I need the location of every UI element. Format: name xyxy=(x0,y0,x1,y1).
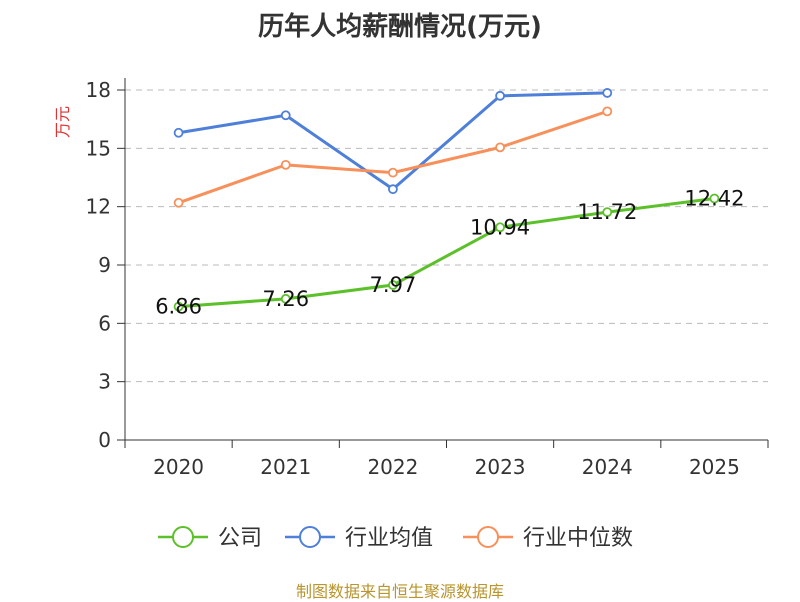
y-tick-label: 3 xyxy=(98,370,111,394)
data-labels: 6.86 7.26 7.97 10.94 11.72 12.42 xyxy=(155,187,744,319)
legend-marker xyxy=(477,526,499,548)
y-tick-label: 9 xyxy=(98,253,111,277)
data-point xyxy=(495,90,505,101)
y-tick-label: 18 xyxy=(86,78,111,102)
legend-label: 行业均值 xyxy=(345,526,433,551)
series-lines xyxy=(173,88,720,312)
x-tick-label: 2024 xyxy=(582,455,633,479)
data-label: 10.94 xyxy=(470,215,530,239)
x-tick-label: 2025 xyxy=(689,455,740,479)
y-tick-label: 6 xyxy=(98,311,111,335)
legend-label: 行业中位数 xyxy=(523,526,633,551)
data-label: 7.26 xyxy=(262,287,309,311)
data-point xyxy=(602,207,613,218)
data-point xyxy=(602,88,613,98)
data-point xyxy=(280,110,291,121)
data-point xyxy=(495,222,505,233)
data-label: 6.86 xyxy=(155,295,202,319)
x-tick-label: 2021 xyxy=(260,455,311,479)
x-tick-label: 2022 xyxy=(367,455,418,479)
data-label: 11.72 xyxy=(577,200,637,224)
data-point xyxy=(173,127,184,138)
footer-source: 制图数据来自恒生聚源数据库 xyxy=(295,582,504,601)
legend-marker xyxy=(299,526,321,548)
data-point xyxy=(173,301,184,312)
data-label: 7.97 xyxy=(370,273,417,297)
data-point xyxy=(388,280,398,290)
legend: 公司 行业均值 行业中位数 xyxy=(158,526,633,551)
x-tick-label: 2020 xyxy=(153,455,204,479)
data-label: 12.42 xyxy=(684,187,744,211)
data-point xyxy=(280,159,291,170)
data-point xyxy=(709,193,720,204)
series-line xyxy=(178,197,715,309)
data-point xyxy=(388,184,398,195)
x-tick-label: 2023 xyxy=(475,455,526,479)
data-point xyxy=(495,142,505,153)
legend-marker xyxy=(172,526,194,548)
y-tick-label: 0 xyxy=(98,428,111,452)
grid-lines xyxy=(125,89,768,383)
y-tick-label: 15 xyxy=(86,136,111,160)
legend-item[interactable]: 行业中位数 xyxy=(463,526,633,551)
data-point xyxy=(388,167,398,178)
y-axis-label: 万元 xyxy=(53,106,72,138)
data-point xyxy=(280,293,291,304)
legend-label: 公司 xyxy=(218,526,262,551)
data-point xyxy=(602,106,613,117)
axes: 0 3 6 9 12 15 18 2020 2021 2022 2023 2024 2025 万元 xyxy=(53,78,769,479)
chart-title: 历年人均薪酬情况(万元) xyxy=(258,12,542,42)
legend-item[interactable]: 行业均值 xyxy=(285,526,433,551)
y-tick-label: 12 xyxy=(86,195,111,219)
data-point xyxy=(173,197,184,208)
legend-item[interactable]: 公司 xyxy=(158,526,262,551)
